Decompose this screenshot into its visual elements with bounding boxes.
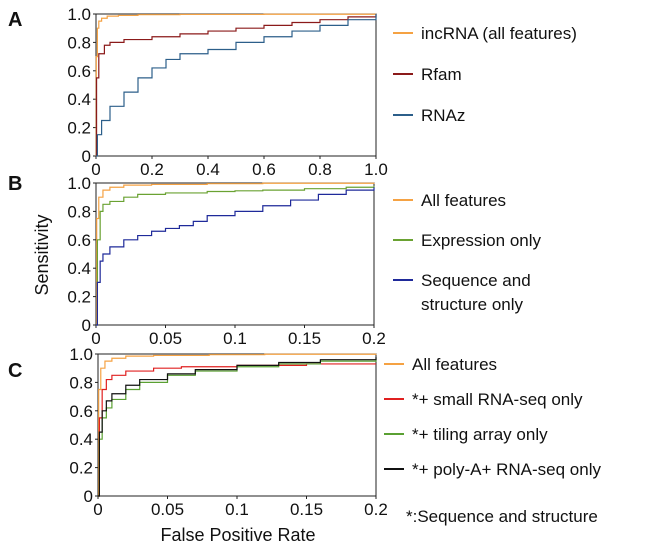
x-tick-label: 0.2 [364,500,388,519]
x-tick-label: 0.15 [290,500,323,519]
y-tick-label: 0 [82,147,91,166]
y-tick-label: 0.8 [67,202,91,221]
x-tick-label: 0.05 [149,329,182,348]
roc-curve-3 [98,358,377,497]
footnote: *:Sequence and structure [406,507,598,526]
legend-label: incRNA (all features) [421,24,577,43]
x-tick-label: 0 [93,500,102,519]
x-tick-label: 0.15 [288,329,321,348]
y-tick-label: 1.0 [67,5,91,24]
y-tick-label: 0.2 [67,288,91,307]
x-tick-label: 0.8 [308,160,332,179]
x-axis-title: False Positive Rate [160,525,315,545]
legend-label: RNAz [421,106,465,125]
y-tick-label: 1.0 [67,174,91,193]
panel-c-plot: 0 0.2 0.4 0.6 0.8 1.0 0 0.05 0.1 0.15 0.2 [69,345,387,519]
x-tick-label: 1.0 [364,160,388,179]
legend-label: All features [412,355,497,374]
panel-letter-c: C [8,360,22,382]
roc-curve-1 [96,182,375,326]
legend-label: All features [421,191,506,210]
x-tick-label: 0.05 [151,500,184,519]
legend-label: Sequence and [421,271,531,290]
y-tick-label: 0.6 [69,402,93,421]
legend-label: Expression only [421,231,542,250]
y-tick-label: 0.4 [67,259,91,278]
panel-a-legend: incRNA (all features) Rfam RNAz [393,24,577,125]
legend-label: *+ small RNA-seq only [412,390,583,409]
y-axis-title: Sensitivity [32,214,52,295]
y-tick-label: 0.6 [67,62,91,81]
y-tick-label: 0.4 [69,430,93,449]
roc-curve-3 [96,187,375,326]
roc-curve-2 [96,185,375,326]
y-tick-label: 0 [82,316,91,335]
roc-curve-1 [98,353,377,497]
y-tick-label: 0.6 [67,231,91,250]
legend-label: *+ tiling array only [412,425,548,444]
panel-a-plot: 0 0.2 0.4 0.6 0.8 1.0 0 0.2 0.4 0.6 0.8 1.0 [67,5,387,179]
x-tick-label: 0 [91,329,100,348]
legend-label: Rfam [421,65,462,84]
y-tick-label: 1.0 [69,345,93,364]
y-tick-label: 0.8 [67,33,91,52]
panel-b-plot: 0 0.2 0.4 0.6 0.8 1.0 0 0.05 0.1 0.15 0.2 [67,174,385,348]
roc-curve-1 [95,13,377,157]
roc-curve-4 [98,356,377,497]
y-tick-label: 0.2 [69,459,93,478]
y-tick-label: 0 [84,487,93,506]
x-tick-label: 0.2 [362,329,386,348]
x-tick-label: 0.1 [223,329,247,348]
roc-curve-3 [96,14,377,157]
panel-c-legend: All features *+ small RNA-seq only *+ tili… [384,355,601,479]
x-tick-label: 0 [91,160,100,179]
x-tick-label: 0.4 [196,160,220,179]
y-tick-label: 0.8 [69,373,93,392]
x-tick-label: 0.6 [252,160,276,179]
plot-frame [95,182,375,326]
roc-curve-2 [95,14,377,157]
x-tick-label: 0.1 [225,500,249,519]
panel-letter-b: B [8,173,22,195]
legend-label: *+ poly-A+ RNA-seq only [412,460,601,479]
y-tick-label: 0.2 [67,119,91,138]
x-tick-label: 0.2 [140,160,164,179]
panel-b-legend: All features Expression only Sequence and s… [393,191,542,314]
panel-letter-a: A [8,9,22,31]
legend-label: structure only [421,295,524,314]
plot-frame [97,353,377,497]
y-tick-label: 0.4 [67,90,91,109]
